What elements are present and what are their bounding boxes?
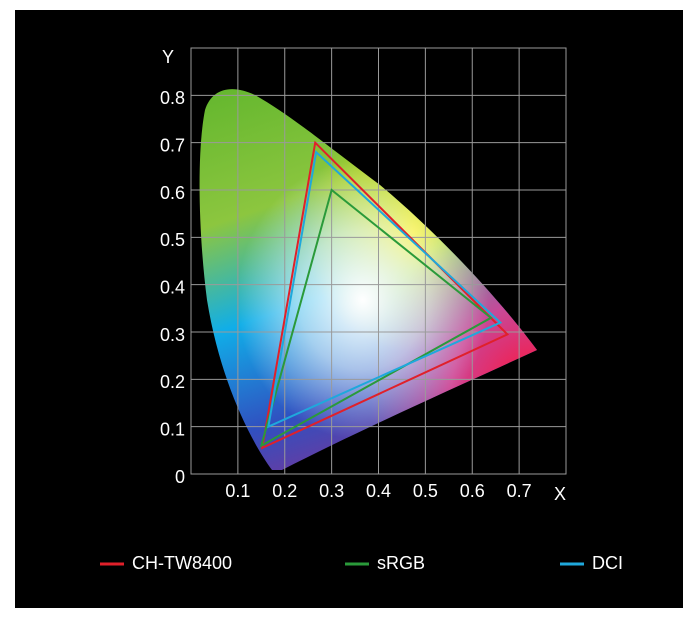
y-tick-label: 0.2: [160, 372, 185, 392]
y-tick-label: 0.3: [160, 325, 185, 345]
gamut-triangle: [259, 188, 493, 448]
legend-label: sRGB: [377, 553, 425, 573]
x-tick-label: 0.2: [272, 481, 297, 501]
y-tick-label: 0.7: [160, 135, 185, 155]
x-tick-label: 0.6: [460, 481, 485, 501]
y-tick-label: 0: [175, 467, 185, 487]
legend-label: DCI: [592, 553, 623, 573]
y-tick-label: 0.5: [160, 230, 185, 250]
y-tick-label: 0.1: [160, 419, 185, 439]
gamut-triangle: [260, 140, 510, 450]
x-tick-label: 0.7: [507, 481, 532, 501]
x-tick-label: 0.3: [319, 481, 344, 501]
x-tick-label: 0.5: [413, 481, 438, 501]
legend-label: CH-TW8400: [132, 553, 232, 573]
x-tick-label: 0.4: [366, 481, 391, 501]
y-axis-label: Y: [162, 47, 174, 67]
x-tick-label: 0.1: [225, 481, 250, 501]
y-tick-label: 0.6: [160, 183, 185, 203]
gamut-triangle: [267, 150, 503, 429]
x-axis-label: X: [554, 484, 566, 504]
y-tick-label: 0.4: [160, 277, 185, 297]
y-tick-label: 0.8: [160, 88, 185, 108]
